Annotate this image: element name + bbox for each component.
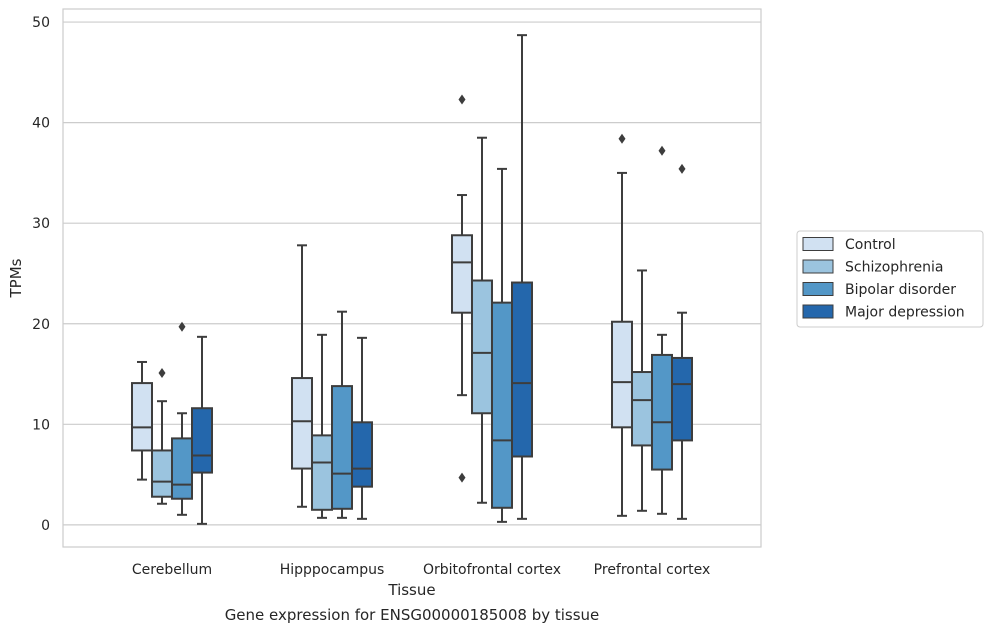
x-tick-label: Prefrontal cortex xyxy=(594,562,711,578)
box-iqr xyxy=(331,385,353,510)
legend-label: Major depression xyxy=(845,305,965,321)
x-axis-label: Tissue xyxy=(387,581,435,599)
box-iqr xyxy=(611,320,633,429)
legend-label: Control xyxy=(845,237,896,253)
box-bipolar-disorder xyxy=(171,321,193,516)
box-iqr xyxy=(631,371,653,447)
y-tick-label: 10 xyxy=(32,417,50,433)
x-tick-label: Cerebellum xyxy=(132,562,212,578)
box-bipolar-disorder xyxy=(651,145,673,515)
figure-caption: Gene expression for ENSG00000185008 by t… xyxy=(224,606,600,624)
legend-frame xyxy=(796,230,984,328)
box-major-depression xyxy=(511,34,533,520)
box-iqr xyxy=(671,356,693,442)
y-tick-label: 50 xyxy=(32,15,50,31)
boxes xyxy=(131,34,693,525)
outlier-marker xyxy=(178,321,186,332)
box-iqr xyxy=(151,449,173,498)
x-tick-labels: Cerebellum Hipppocampus Orbitofrontal cort… xyxy=(132,562,710,578)
box-iqr xyxy=(171,437,193,500)
box-schizophrenia xyxy=(631,269,653,512)
outlier-marker xyxy=(458,472,466,483)
plot-frame xyxy=(62,8,762,548)
box-control xyxy=(451,94,473,483)
legend-label: Bipolar disorder xyxy=(845,282,956,298)
legend-swatch xyxy=(802,282,834,296)
legend: Control Schizophrenia Bipolar disorder Majo… xyxy=(796,230,984,328)
y-tick-label: 30 xyxy=(32,216,50,232)
y-axis-label: TPMs xyxy=(7,258,25,298)
legend-swatch xyxy=(802,237,834,251)
box-iqr xyxy=(311,434,333,511)
y-tick-labels: 0 10 20 30 40 50 xyxy=(32,15,50,534)
box-bipolar-disorder xyxy=(491,167,513,523)
y-tick-label: 0 xyxy=(41,518,50,534)
box-major-depression xyxy=(351,336,373,520)
box-control xyxy=(611,133,633,517)
outlier-marker xyxy=(618,133,626,144)
box-iqr xyxy=(511,281,533,458)
box-iqr xyxy=(471,279,493,415)
outlier-marker xyxy=(658,145,666,156)
box-iqr xyxy=(491,301,513,509)
box-schizophrenia xyxy=(471,136,493,504)
box-control xyxy=(131,360,153,481)
legend-swatch xyxy=(802,304,834,319)
box-iqr xyxy=(291,377,313,470)
box-major-depression xyxy=(191,335,213,525)
legend-label: Schizophrenia xyxy=(845,260,943,276)
legend-swatch xyxy=(802,259,834,274)
box-iqr xyxy=(191,407,213,474)
box-iqr xyxy=(651,353,673,471)
box-iqr xyxy=(351,421,373,488)
outlier-marker xyxy=(458,94,466,105)
box-iqr xyxy=(131,382,153,452)
y-tick-label: 40 xyxy=(32,116,50,132)
grid-lines xyxy=(63,21,761,526)
box-control xyxy=(291,244,313,508)
x-tick-label: Orbitofrontal cortex xyxy=(423,562,561,578)
y-tick-label: 20 xyxy=(32,317,50,333)
box-schizophrenia xyxy=(311,333,333,519)
box-iqr xyxy=(451,234,473,314)
outlier-marker xyxy=(158,368,166,379)
box-schizophrenia xyxy=(151,368,173,505)
box-bipolar-disorder xyxy=(331,310,353,519)
outlier-marker xyxy=(678,163,686,174)
x-tick-label: Hipppocampus xyxy=(280,562,385,578)
box-major-depression xyxy=(671,163,693,520)
